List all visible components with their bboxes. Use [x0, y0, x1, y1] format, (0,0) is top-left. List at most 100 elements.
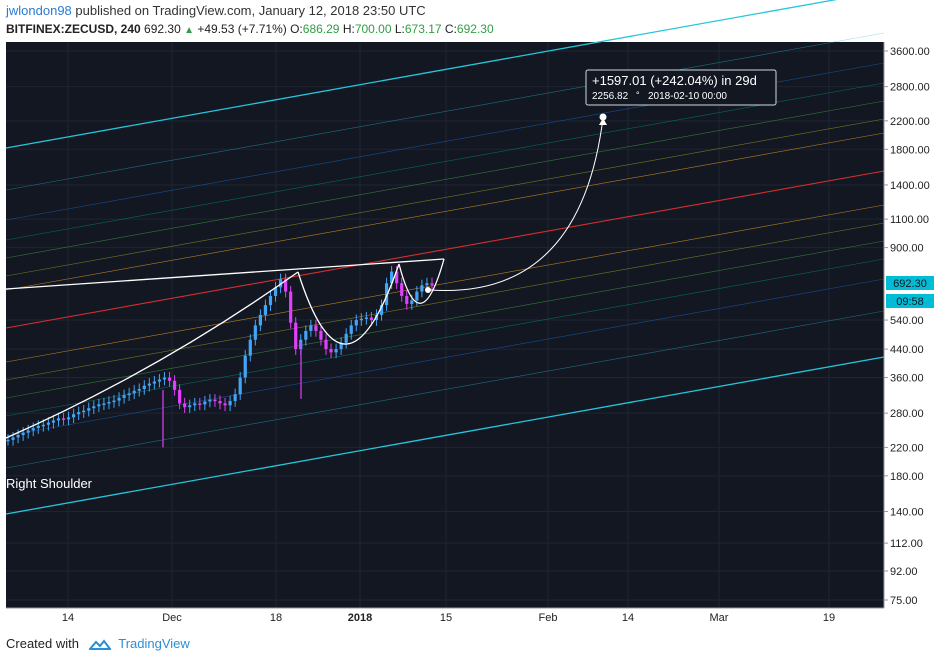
candle-body	[122, 395, 126, 398]
candle-body	[263, 305, 268, 315]
candle-body	[46, 422, 50, 425]
candle-body	[228, 401, 232, 406]
candle-body	[278, 279, 283, 288]
projection-value-text: 2256.82	[592, 91, 629, 102]
candle-body	[420, 285, 424, 292]
cup-and-handle-drawing	[5, 117, 604, 439]
candle-body	[172, 380, 177, 390]
channel-line	[5, 310, 885, 469]
candle-body	[248, 339, 252, 356]
tradingview-link[interactable]: TradingView	[118, 636, 190, 651]
candle-body	[364, 317, 368, 319]
y-tick-label: 92.00	[890, 566, 918, 578]
candle-body	[223, 403, 227, 406]
candle-body	[379, 305, 384, 315]
candle-body	[16, 435, 20, 438]
high-value: 700.00	[354, 22, 392, 36]
x-tick-label: 2018	[348, 612, 372, 624]
candle-body	[21, 432, 25, 436]
candle-body	[107, 401, 111, 404]
candle-body	[319, 330, 323, 340]
cup-arc	[297, 263, 400, 345]
plot-area[interactable]	[6, 42, 884, 608]
channel-line	[5, 222, 885, 381]
candle-body	[6, 439, 10, 442]
candle-body	[284, 279, 288, 292]
bar-countdown-label: 09:58	[896, 296, 924, 308]
y-tick-label: 1100.00	[890, 214, 929, 226]
projection-curve	[429, 117, 604, 292]
author-link[interactable]: jwlondon98	[6, 3, 72, 18]
candles	[6, 266, 434, 448]
y-tick-label: 1800.00	[890, 144, 930, 156]
footer: Created with TradingView	[6, 636, 190, 652]
candle-body	[294, 322, 298, 350]
x-tick-label: Mar	[710, 612, 729, 624]
x-tick-label: Feb	[539, 612, 558, 624]
tradingview-logo-icon	[88, 638, 111, 650]
low-value: 673.17	[404, 22, 442, 36]
channel-line	[5, 258, 885, 417]
y-tick-label: 2200.00	[890, 116, 930, 128]
channel-line	[5, 0, 838, 149]
channel-line	[5, 356, 885, 515]
candle-body	[36, 425, 40, 429]
candle-body	[188, 405, 192, 408]
candle-body	[41, 424, 45, 427]
current-price-label: 692.30	[893, 278, 927, 290]
candle-body	[289, 291, 293, 323]
candle-body	[309, 325, 313, 331]
candle-body	[137, 389, 141, 391]
candle-body	[97, 404, 101, 407]
close-label: C:	[444, 22, 457, 36]
up-arrow-icon: ▲	[184, 25, 194, 36]
projection-change-text: +1597.01 (+242.04%) in 29d	[592, 73, 757, 88]
candle-body	[152, 381, 156, 384]
candle-body	[349, 325, 353, 334]
candle-body	[61, 418, 66, 420]
candle-body	[157, 379, 162, 382]
candle-body	[238, 377, 242, 395]
x-tick-label: 15	[440, 612, 452, 624]
candle-body	[66, 417, 71, 420]
close-value: 692.30	[456, 22, 494, 36]
price-change: +49.53 (+7.71%)	[197, 22, 287, 36]
candle-body	[208, 399, 212, 402]
channel-line	[5, 170, 885, 329]
candle-body	[127, 393, 131, 396]
channel-line	[5, 118, 885, 277]
candle-body	[26, 430, 30, 433]
candle-body	[92, 406, 96, 409]
channel-line	[5, 32, 885, 191]
last-price: 692.30	[144, 22, 181, 36]
x-tick-label: 18	[270, 612, 282, 624]
candle-body	[51, 420, 56, 423]
candle-body	[324, 339, 328, 350]
price-axis[interactable]	[884, 42, 940, 608]
channel-line	[5, 82, 885, 241]
candle-body	[56, 418, 61, 421]
y-tick-label: 140.00	[890, 506, 924, 518]
candle-body	[425, 283, 429, 286]
publish-info: jwlondon98 published on TradingView.com,…	[6, 3, 426, 18]
y-tick-label: 220.00	[890, 442, 924, 454]
neckline	[5, 258, 445, 290]
candle-body	[198, 403, 202, 405]
candle-body	[268, 295, 273, 306]
open-value: 686.29	[302, 22, 340, 36]
candle-body	[405, 295, 409, 304]
projection-callout[interactable]: +1597.01 (+242.04%) in 29d 2256.82 ° 201…	[585, 69, 777, 106]
candle-body	[117, 397, 121, 401]
projection-target-icon[interactable]	[599, 113, 607, 126]
y-tick-label: 540.00	[890, 315, 924, 327]
candle-body	[11, 437, 15, 440]
candle-body	[339, 342, 343, 350]
candle-body	[178, 389, 182, 404]
x-tick-label: 14	[62, 612, 74, 624]
candle-body	[390, 271, 394, 284]
time-axis-ticks: 14 Dec 18 2018 15 Feb 14 Mar 19	[62, 612, 835, 624]
handle-arc	[398, 258, 445, 304]
time-axis[interactable]	[6, 608, 884, 630]
y-tick-label: 280.00	[890, 408, 924, 420]
